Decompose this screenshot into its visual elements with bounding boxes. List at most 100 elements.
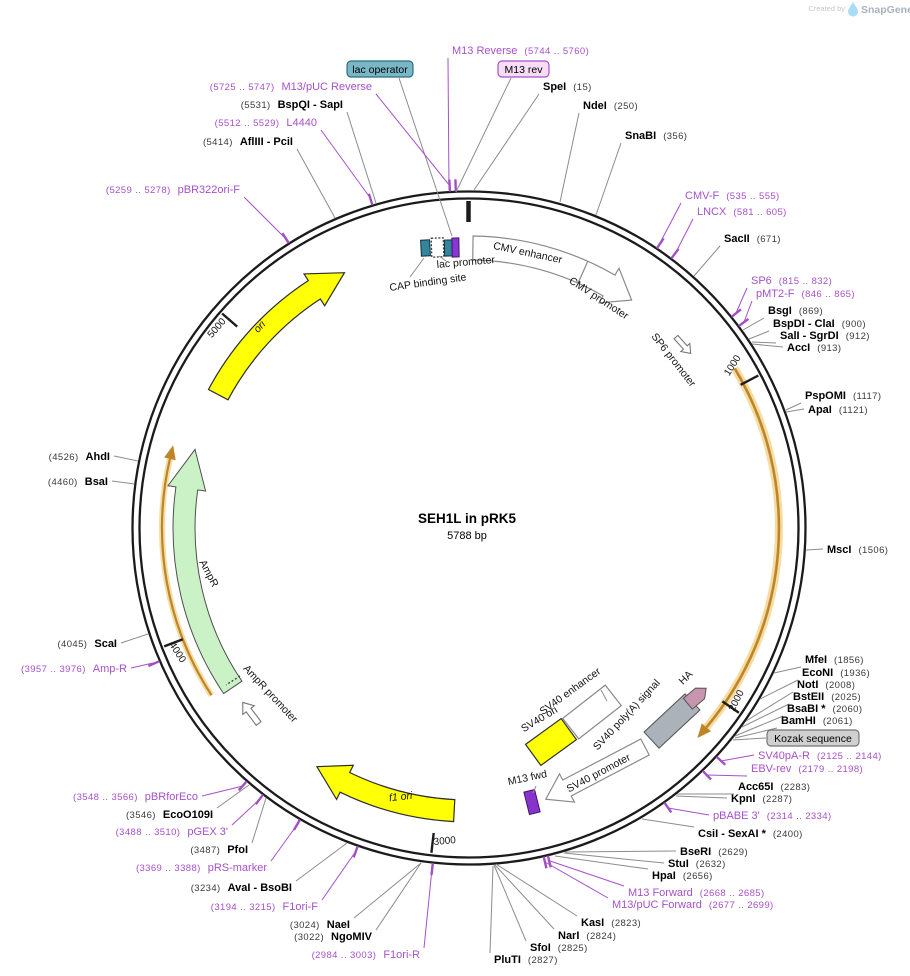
scale-tick-marks (163, 201, 759, 853)
bla-orf-arc (160, 458, 213, 696)
site-label-avai-bsobi: (3234) AvaI - BsoBI (191, 882, 292, 894)
boxed-label-lac-operator: lac operator (346, 60, 414, 78)
lac-operator-box (451, 237, 460, 258)
leader-line-bspqi-sapi (346, 111, 377, 204)
leader-line-bsai (111, 480, 135, 485)
misc-leader-lines (398, 77, 767, 794)
leader-line-kasi (495, 863, 578, 917)
leader-line-m13-puc-reverse (375, 93, 451, 187)
site-name: SfoI (530, 942, 551, 954)
site-position: (2825) (558, 943, 588, 954)
site-position: (4460) (48, 477, 78, 488)
site-position: (5259 .. 5278) (106, 185, 171, 196)
site-position: (2400) (773, 829, 803, 840)
site-position: (1856) (834, 655, 864, 666)
tick-3000: 3000 (433, 835, 457, 848)
site-position: (3546) (126, 810, 156, 821)
site-name: F1ori-R (383, 949, 420, 961)
site-position: (1506) (858, 545, 888, 556)
cmv-feature-arrow (472, 235, 633, 304)
site-label-bseri: BseRI (2629) (680, 846, 748, 858)
leader-line-sacii (693, 245, 721, 277)
site-label-afliii-pcii: (5414) AflIII - PciI (203, 136, 293, 148)
site-label-pluti: PluTI (2827) (494, 954, 558, 966)
leader-line-scai (120, 633, 149, 644)
site-label-csii-sexai: CsiI - SexAI * (2400) (698, 828, 803, 840)
site-position: (3234) (191, 883, 221, 894)
site-name: SacII (724, 233, 750, 245)
leader-line-ecoo109i (216, 784, 250, 809)
site-name: pGEX 3' (187, 826, 228, 838)
plasmid-title: SEH1L in pRK5 (418, 511, 517, 526)
cap-binding-site-box (420, 239, 431, 257)
site-name: SpeI (543, 81, 566, 93)
snapgene-watermark: Created by SnapGene (808, 2, 910, 17)
site-name: L4440 (286, 117, 317, 129)
site-position: (2179 .. 2198) (798, 764, 863, 775)
leader-line-m13-reverse (447, 57, 450, 191)
leader-line-l4440 (320, 129, 372, 200)
site-label-sfoi: SfoI (2825) (530, 942, 588, 954)
site-label-m13-reverse: M13 Reverse (5744 .. 5760) (452, 45, 589, 57)
site-label-sp6: SP6 (815 .. 832) (751, 275, 832, 287)
site-label-f1ori-f: (3194 .. 3215) F1ori-F (211, 901, 318, 913)
site-name: Amp-R (93, 663, 127, 675)
site-position: (5512 .. 5529) (215, 118, 280, 129)
site-name: NotI (797, 679, 818, 691)
site-position: (3194 .. 3215) (211, 902, 276, 913)
site-position: (3957 .. 3976) (21, 664, 86, 675)
site-label-ebv-rev: EBV-rev (2179 .. 2198) (751, 763, 863, 775)
leader-line-m13-puc-forward (544, 861, 609, 899)
site-label-scai: (4045) ScaI (57, 638, 117, 650)
ha-tag-arrow (682, 687, 707, 710)
leader-line-hpai (554, 855, 649, 870)
leader-line-sp6 (735, 287, 748, 314)
site-position: (4045) (57, 639, 87, 650)
site-position: (535 .. 555) (726, 191, 779, 202)
site-position: (815 .. 832) (779, 276, 832, 287)
site-position: (3024) (290, 920, 320, 931)
site-name: BsgI (768, 305, 792, 317)
leader-line-bseri (564, 850, 677, 853)
site-position: (2060) (833, 704, 863, 715)
leader-line-snabi (595, 142, 622, 216)
ampr-promoter-arrow (242, 701, 262, 727)
site-label-ahdi: (4526) AhdI (49, 451, 110, 463)
boxed-label-m13-rev: M13 rev (497, 60, 550, 78)
site-name: Acc65I (738, 781, 773, 793)
leader-line-f1ori-r (423, 868, 433, 949)
leader-line-pmt2-f (743, 300, 753, 323)
feature-shapes (159, 235, 783, 823)
site-label-lncx: LNCX (581 .. 605) (697, 206, 787, 218)
m13-fwd-box (523, 788, 541, 816)
site-position: (900) (842, 319, 866, 330)
leader-line-lncx (674, 218, 694, 255)
site-label-ngomiv: (3022) NgoMIV (294, 931, 372, 943)
site-label-hpai: HpaI (2656) (652, 870, 713, 882)
site-name: BamHI (781, 715, 816, 727)
site-label-econi: EcoNI (1936) (802, 667, 870, 679)
site-label-ndei: NdeI (250) (583, 100, 638, 112)
site-name: pBRforEco (145, 791, 198, 803)
site-label-bspqi-sapi: (5531) BspQI - SapI (241, 99, 343, 111)
kozak-sequence-label: Kozak sequence (774, 733, 852, 745)
site-position: (2025) (831, 692, 861, 703)
seh1l-orf-arrowhead (697, 723, 711, 738)
site-position: (1936) (840, 668, 870, 679)
site-position: (2656) (683, 871, 713, 882)
site-label-cmv-f: CMV-F (535 .. 555) (685, 190, 780, 202)
sv40-enhancer-box (561, 684, 623, 740)
site-name: M13/pUC Reverse (282, 81, 372, 93)
sv40-ori-box (524, 717, 578, 767)
watermark-brand: SnapGene (861, 4, 910, 16)
site-position: (356) (663, 131, 687, 142)
leader-line-pgex-3 (231, 798, 261, 826)
leader-line-naei (353, 862, 422, 919)
site-label-pfoi: (3487) PfoI (190, 844, 248, 856)
site-position: (2314 .. 2334) (767, 811, 832, 822)
leader-line-m13-forward (549, 860, 625, 887)
site-name: StuI (668, 858, 689, 870)
site-label-pgex-3: (3488 .. 3510) pGEX 3' (116, 826, 228, 838)
site-position: (1121) (839, 405, 868, 416)
site-position: (5414) (203, 137, 233, 148)
